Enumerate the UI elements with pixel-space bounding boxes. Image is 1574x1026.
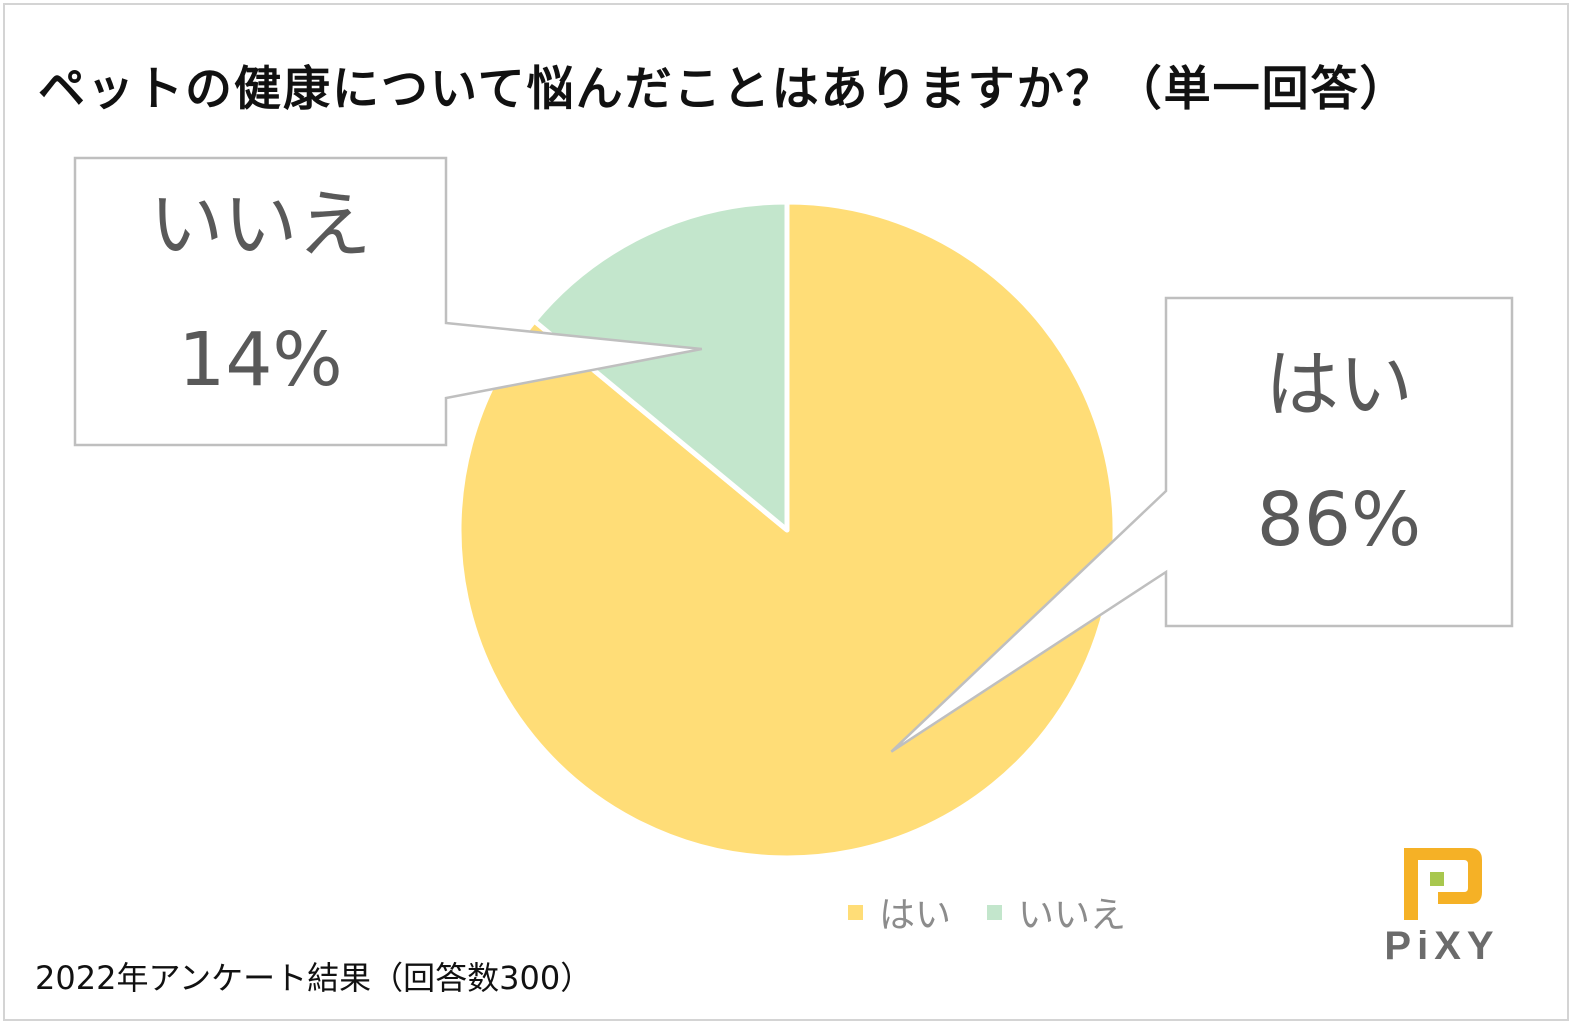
chart-title: ペットの健康について悩んだことはありますか？（単一回答） (38, 62, 1409, 117)
survey-footnote: 2022年アンケート結果（回答数300） (35, 959, 593, 997)
logo-text: PiXY (1384, 924, 1500, 968)
callout-box-yes (890, 296, 1514, 753)
legend-item-yes: はい (848, 886, 951, 938)
legend-swatch-no (987, 904, 1003, 920)
legend-label-no: いいえ (1018, 895, 1127, 936)
pixy-logo-icon (1404, 848, 1482, 920)
legend-item-no: いいえ (987, 886, 1126, 938)
legend-label-yes: はい (879, 895, 952, 936)
data-label-value-no: 14% (178, 317, 342, 403)
callout-box-no (73, 156, 703, 447)
data-label-category-no: いいえ (150, 182, 372, 268)
data-label-value-yes: 86% (1257, 477, 1421, 563)
chart-legend: はい いいえ (848, 890, 1126, 936)
pie-slice-no (531, 199, 790, 533)
pixy-logo: PiXY (1378, 842, 1506, 968)
data-label-category-yes: はい (1265, 342, 1413, 428)
legend-swatch-yes (848, 904, 863, 920)
